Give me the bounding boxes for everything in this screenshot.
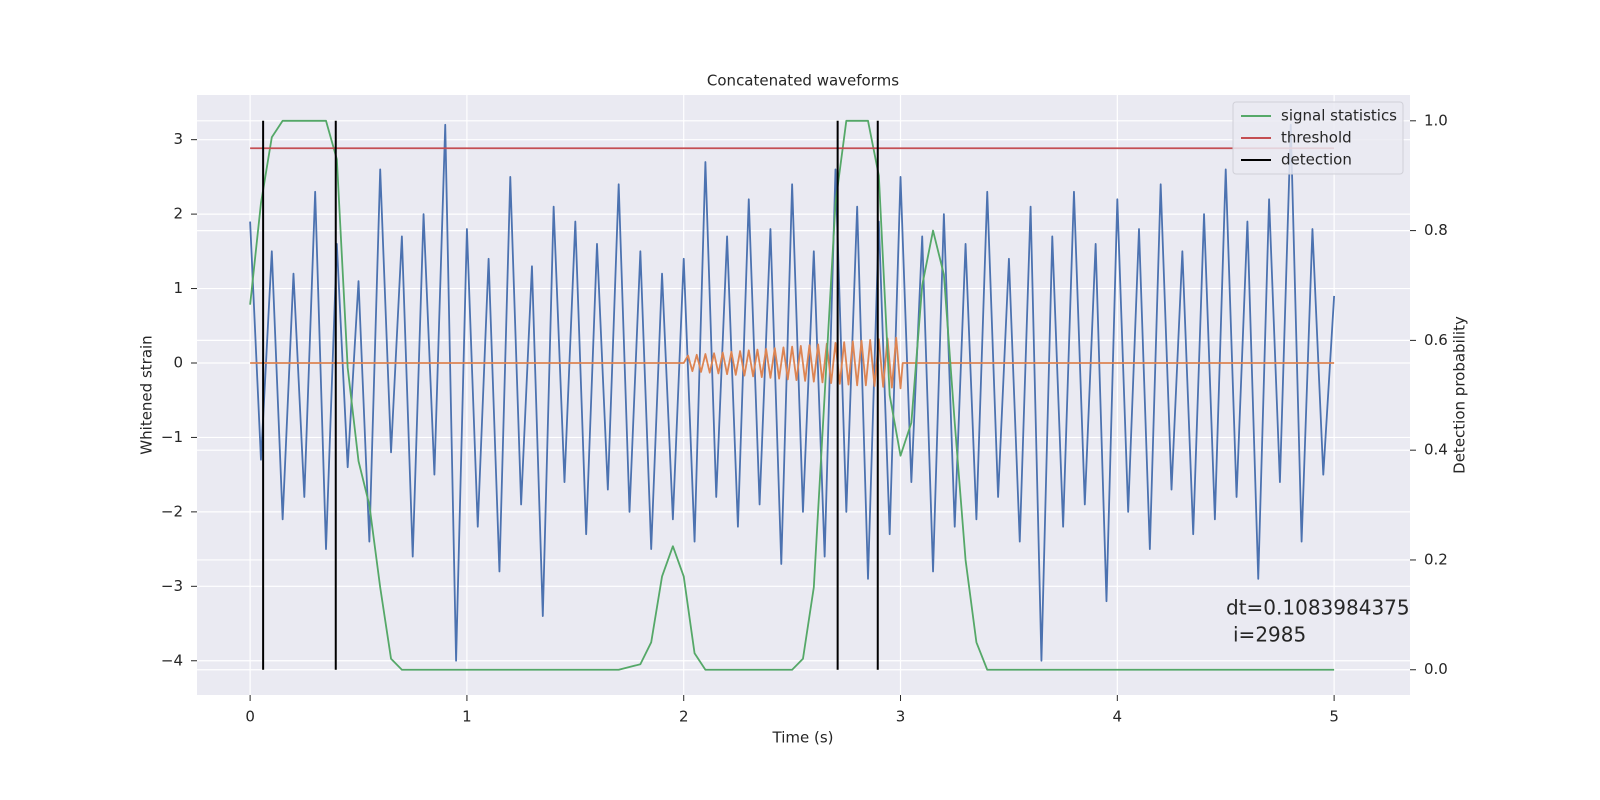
legend-label: detection [1281,151,1352,169]
y-tick-label: −1 [161,428,183,446]
x-tick-label: 1 [462,708,472,726]
x-tick-label: 3 [896,708,906,726]
y2-tick-label: 0.0 [1424,660,1448,678]
y2-axis-label: Detection probability [1451,316,1469,474]
y2-tick-label: 0.4 [1424,441,1448,459]
plot-area [197,95,1410,695]
y-axis-label: Whitened strain [138,335,156,454]
y-tick-label: 2 [173,205,183,223]
legend-label: threshold [1281,129,1352,147]
y2-tick-label: 0.6 [1424,331,1448,349]
y-tick-label: −2 [161,502,183,520]
y2-tick-label: 0.2 [1424,550,1448,568]
y-tick-label: −4 [161,651,183,669]
x-tick-label: 2 [679,708,689,726]
x-tick-label: 4 [1113,708,1123,726]
y-tick-label: −3 [161,577,183,595]
y-tick-label: 0 [173,353,183,371]
x-tick-label: 5 [1329,708,1339,726]
x-axis-label: Time (s) [772,729,834,747]
legend-label: signal statistics [1281,107,1397,125]
series-line [249,119,1335,671]
series-line [249,123,1336,662]
overlay: signal statistics threshold detection dt=0.… [1226,101,1410,647]
marks [249,119,1336,671]
y2-tick-label: 0.8 [1424,221,1448,239]
annotation: dt=0.1083984375 [1226,596,1410,620]
y2-tick-label: 1.0 [1424,111,1448,129]
legend-box [1232,101,1404,175]
y-tick-label: 1 [173,279,183,297]
chart-title: Concatenated waveforms [707,72,899,90]
x-tick-label: 0 [245,708,255,726]
y-tick-label: 3 [173,130,183,148]
grid: 0 1 2 3 4 5 −4 −3 −2 −1 0 1 2 3 0.0 0.2 0.4 0.6 0.8 1.0 [161,95,1448,726]
annotation: i=2985 [1233,623,1306,647]
series-line [250,336,1335,390]
